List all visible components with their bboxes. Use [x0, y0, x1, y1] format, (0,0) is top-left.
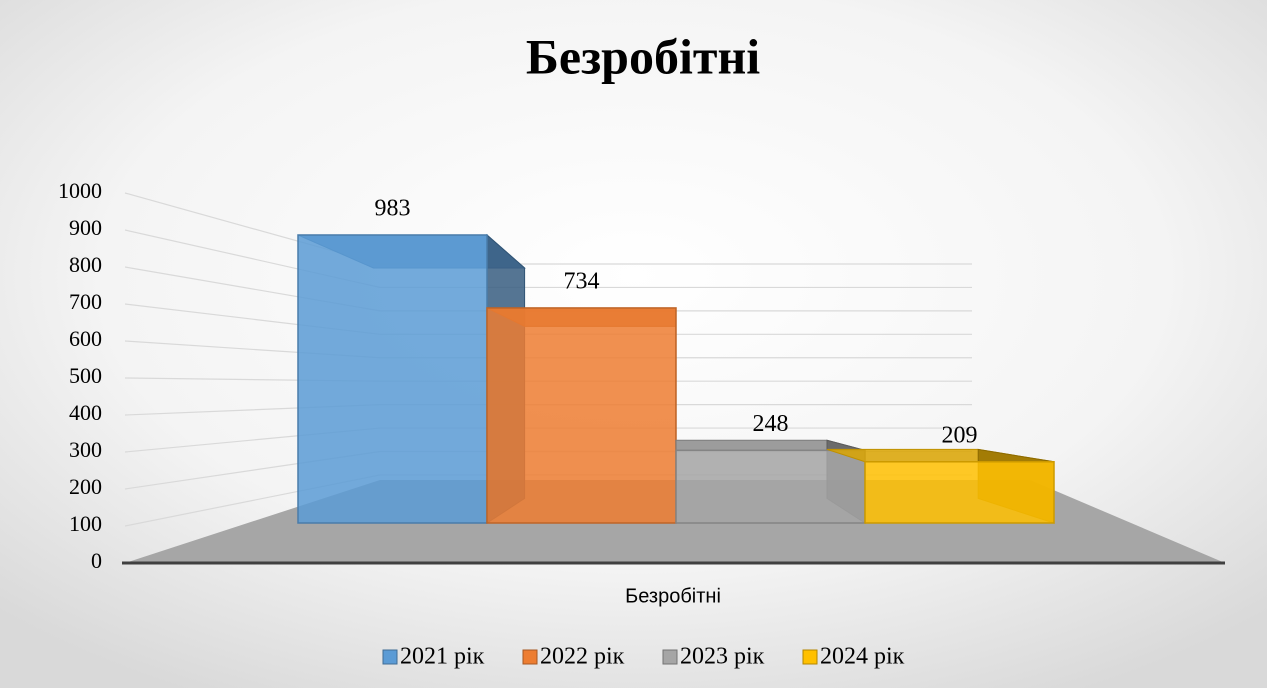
y-tick-label: 300 — [69, 437, 102, 462]
data-label: 209 — [942, 422, 978, 448]
legend-label: 2022 рік — [540, 644, 625, 670]
y-tick-label: 700 — [69, 289, 102, 314]
legend-swatch — [522, 649, 538, 665]
y-tick-label: 1000 — [58, 178, 102, 203]
y-tick-label: 0 — [91, 548, 102, 573]
y-tick-label: 200 — [69, 474, 102, 499]
legend-label: 2021 рік — [400, 644, 485, 670]
legend-swatch — [802, 649, 818, 665]
legend-label: 2023 рік — [680, 644, 765, 670]
data-label: 983 — [375, 195, 411, 221]
bar — [486, 307, 677, 524]
bar — [675, 449, 866, 524]
bar — [297, 234, 488, 524]
chart-title: Безробітні — [526, 28, 760, 84]
bar — [864, 461, 1055, 524]
y-tick-label: 800 — [69, 252, 102, 277]
y-tick-label: 400 — [69, 400, 102, 425]
legend-swatch — [382, 649, 398, 665]
legend-label: 2024 рік — [820, 644, 905, 670]
data-label: 734 — [564, 268, 600, 294]
y-tick-label: 100 — [69, 511, 102, 536]
y-tick-label: 600 — [69, 326, 102, 351]
data-label: 248 — [753, 411, 789, 437]
legend-swatch — [662, 649, 678, 665]
x-tick-label: Безробітні — [625, 585, 721, 607]
y-tick-label: 900 — [69, 215, 102, 240]
y-tick-label: 500 — [69, 363, 102, 388]
